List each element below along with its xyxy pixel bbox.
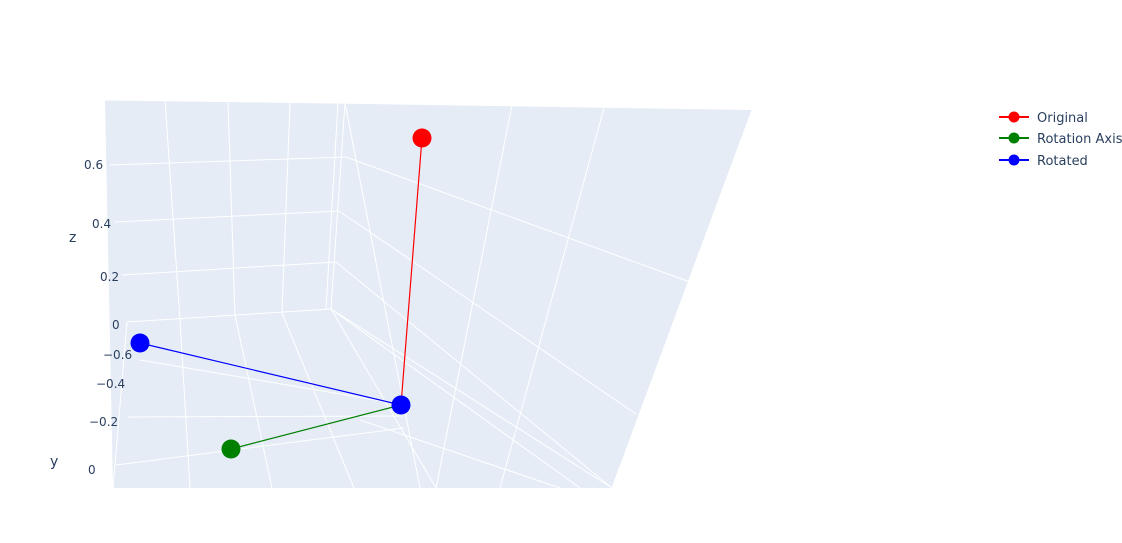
scene-planes <box>105 100 752 488</box>
rotated-point <box>130 333 150 353</box>
original-point <box>412 128 432 148</box>
y-axis: −0.6 −0.4 −0.2 0 y <box>50 348 132 477</box>
series-rotation-axis <box>221 404 402 459</box>
legend[interactable]: Original Rotation Axis Rotated <box>999 111 1122 169</box>
legend-label: Original <box>1037 111 1088 126</box>
rotation-axis-point <box>221 439 241 459</box>
y-axis-title: y <box>50 454 58 470</box>
legend-item-original[interactable]: Original <box>999 111 1088 126</box>
y-tick-label: −0.4 <box>96 377 125 391</box>
legend-marker <box>1008 132 1020 144</box>
z-tick-label: 0.6 <box>84 158 103 172</box>
z-tick-label: 0.4 <box>92 217 111 231</box>
legend-item-rotation-axis[interactable]: Rotation Axis <box>999 132 1122 147</box>
legend-label: Rotation Axis <box>1037 132 1122 147</box>
y-tick-label: −0.6 <box>103 348 132 362</box>
back-plane <box>105 100 752 488</box>
rotated-line <box>139 342 402 406</box>
series-original <box>400 128 432 406</box>
legend-marker <box>1008 154 1020 166</box>
z-tick-label: 0.2 <box>100 270 119 284</box>
origin-point <box>391 395 411 415</box>
grid-lines <box>104 99 753 489</box>
z-tick-label: 0 <box>112 318 120 332</box>
y-tick-label: 0 <box>88 463 96 477</box>
original-line <box>400 137 423 406</box>
z-axis: 0.6 0.4 0.2 0 z <box>69 158 120 332</box>
rotation-axis-line <box>230 404 402 450</box>
legend-marker <box>1008 111 1020 123</box>
legend-label: Rotated <box>1037 154 1088 169</box>
series-rotated <box>130 333 411 415</box>
legend-item-rotated[interactable]: Rotated <box>999 154 1088 169</box>
y-tick-label: −0.2 <box>89 415 118 429</box>
z-axis-title: z <box>69 230 76 246</box>
